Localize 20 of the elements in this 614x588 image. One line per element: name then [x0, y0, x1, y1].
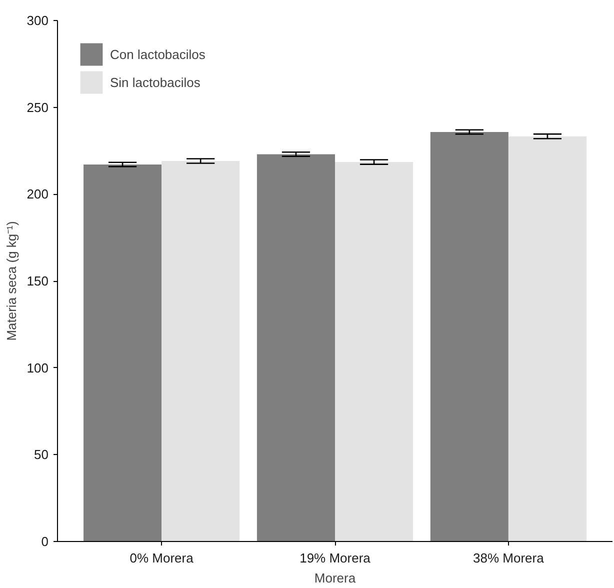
bar — [430, 132, 508, 542]
x-tick-label: 38% Morera — [473, 550, 545, 566]
y-tick-label: 300 — [26, 13, 49, 28]
bar — [335, 162, 414, 542]
bar — [84, 164, 162, 542]
y-tick-label: 150 — [26, 274, 49, 288]
x-axis-title: Morera — [314, 570, 356, 586]
y-tick-label: 250 — [26, 100, 49, 115]
bar — [256, 154, 335, 542]
legend-label: Sin lactobacilos — [110, 74, 200, 90]
bar — [162, 160, 240, 542]
x-tick-label: 19% Morera — [300, 550, 372, 566]
y-axis-title: Materia seca (g kg⁻¹) — [4, 221, 19, 341]
x-tick-label: 0% Morera — [130, 550, 194, 566]
y-tick-label: 0 — [41, 534, 49, 549]
y-tick-label: 50 — [34, 447, 49, 462]
y-tick-label: 100 — [26, 360, 49, 376]
bar — [508, 136, 586, 542]
y-tick-label: 200 — [26, 186, 49, 202]
legend-label: Con lactobacilos — [110, 46, 206, 62]
